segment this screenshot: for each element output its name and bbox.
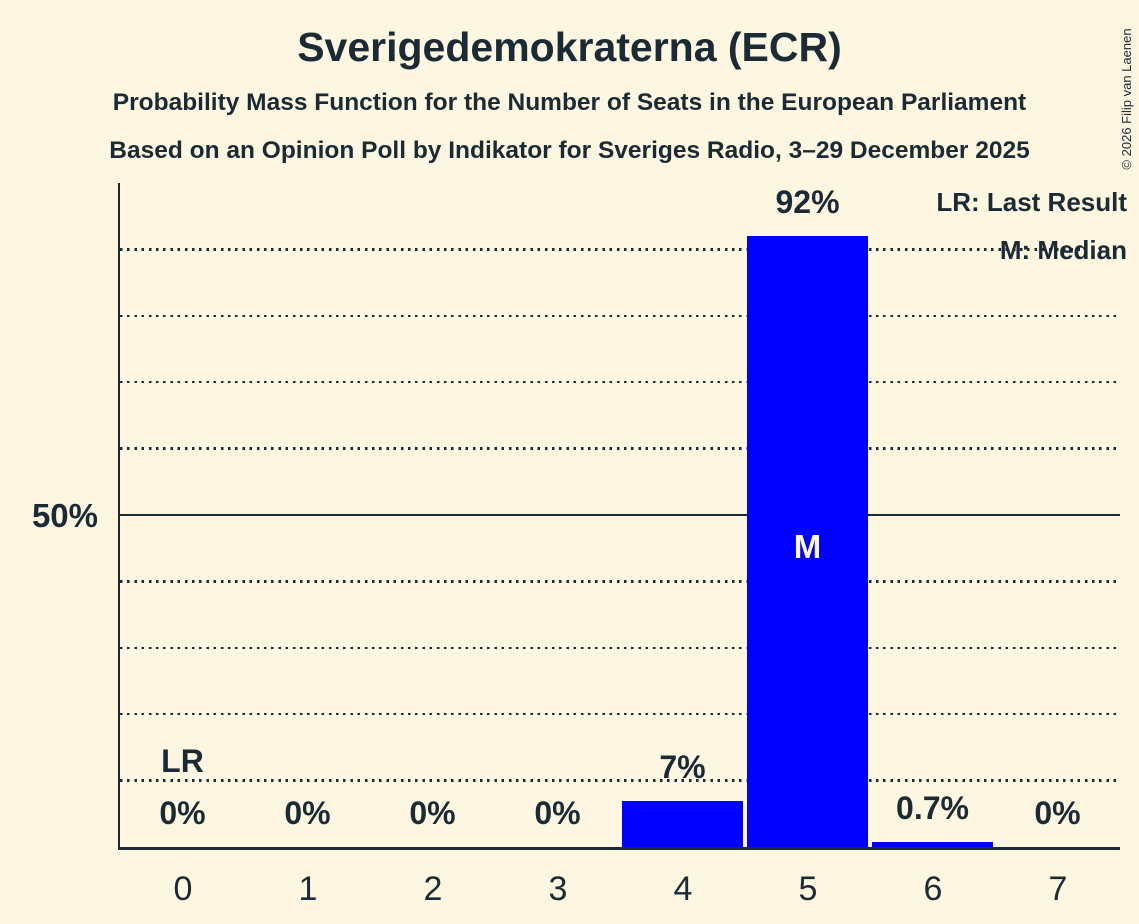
x-axis-labels: 0 1 2 3 4 5 6 7 xyxy=(121,871,1121,911)
gridline-dotted-10 xyxy=(120,779,1120,782)
chart-source-line: Based on an Opinion Poll by Indikator fo… xyxy=(109,137,1030,164)
value-label-seats-0: 0% xyxy=(159,795,206,831)
gridline-dotted-60 xyxy=(120,447,1120,450)
chart-title: Sverigedemokraterna (ECR) xyxy=(297,24,842,70)
value-label-seats-4: 7% xyxy=(659,748,706,785)
x-tick-label-5: 5 xyxy=(798,870,818,908)
x-tick-label-7: 7 xyxy=(1048,870,1068,908)
chart-subtitle: Probability Mass Function for the Number… xyxy=(112,89,1027,116)
x-tick-label-4: 4 xyxy=(673,870,693,908)
last-result-annotation: LR xyxy=(161,743,204,779)
y-axis-50-percent-label: 50% xyxy=(31,497,98,534)
x-tick-label-0: 0 xyxy=(173,870,193,908)
gridline-dotted-90 xyxy=(120,248,1120,251)
x-tick-label-2: 2 xyxy=(423,870,443,908)
bar-seats-6 xyxy=(872,842,993,847)
bar-seats-5 xyxy=(747,236,868,847)
gridline-solid-50 xyxy=(120,513,1120,517)
gridline-dotted-70 xyxy=(120,380,1120,384)
x-tick-label-1: 1 xyxy=(298,870,318,908)
x-tick-label-3: 3 xyxy=(548,870,568,908)
gridline-dotted-40 xyxy=(120,580,1120,583)
value-label-seats-6: 0.7% xyxy=(896,790,969,827)
x-tick-label-6: 6 xyxy=(923,870,943,908)
value-label-seats-3: 0% xyxy=(534,795,581,831)
legend-last-result: LR: Last Result xyxy=(936,187,1127,217)
gridline-dotted-30 xyxy=(120,646,1120,650)
bar-seats-4 xyxy=(622,800,743,847)
value-label-seats-1: 0% xyxy=(284,795,331,831)
value-label-seats-7: 0% xyxy=(1034,795,1081,831)
gridline-dotted-80 xyxy=(120,314,1120,318)
gridline-dotted-20 xyxy=(120,712,1120,716)
copyright-notice: © 2026 Filip van Laenen xyxy=(1119,28,1134,170)
legend-median: M: Median xyxy=(999,235,1127,265)
value-label-seats-2: 0% xyxy=(409,795,456,831)
value-label-seats-5: 92% xyxy=(775,184,840,221)
median-annotation: M xyxy=(793,528,822,565)
plot-area: 0% 0% 0% 0% 7% 92% 0.7% 0% LR M xyxy=(118,183,1120,850)
